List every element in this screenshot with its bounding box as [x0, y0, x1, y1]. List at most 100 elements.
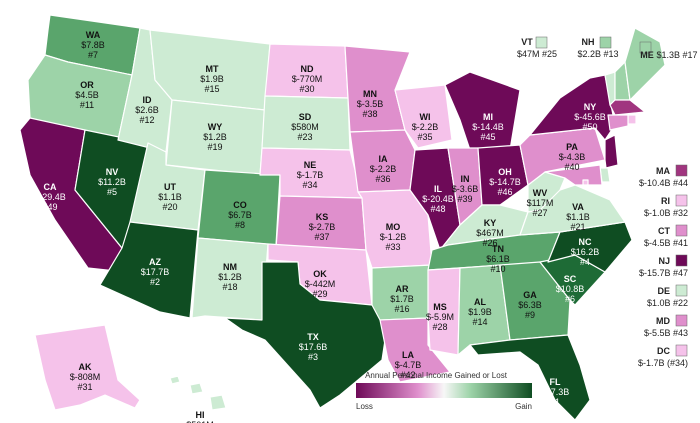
state-value-CA: $-29.4B: [34, 192, 66, 202]
state-value-SD: $580M: [291, 122, 319, 132]
state-abbr-IN: IN: [461, 174, 470, 184]
state-rank-VA: #21: [570, 222, 585, 232]
state-rank-WV: #27: [532, 208, 547, 218]
state-abbr-NM: NM: [223, 262, 237, 272]
state-GA[interactable]: [499, 261, 571, 341]
box-value-RI: $-1.0B #32: [644, 208, 688, 218]
box-abbr-MA: MA: [656, 166, 670, 176]
state-value-NC: $16.2B: [571, 247, 600, 257]
state-value-IL: $-20.4B: [422, 194, 454, 204]
state-rank-WY: #19: [207, 142, 222, 152]
state-HI[interactable]: [169, 375, 227, 411]
state-abbr-AL: AL: [474, 297, 486, 307]
state-abbr-OR: OR: [80, 80, 94, 90]
box-value-DC: $-1.7B (#34): [638, 358, 688, 368]
state-value-NM: $1.2B: [218, 272, 242, 282]
state-MA[interactable]: [609, 99, 646, 116]
state-value-WA: $7.8B: [81, 40, 105, 50]
state-AK[interactable]: [34, 324, 141, 411]
state-abbr-KS: KS: [316, 212, 329, 222]
state-value-IN: $-3.6B: [452, 184, 479, 194]
state-abbr-UT: UT: [164, 182, 176, 192]
state-abbr-TN: TN: [492, 244, 504, 254]
state-rank-NM: #18: [222, 282, 237, 292]
state-DC[interactable]: [582, 179, 589, 186]
state-CT[interactable]: [607, 114, 629, 131]
state-value-KS: $-2.7B: [309, 222, 336, 232]
state-abbr-MI: MI: [483, 112, 493, 122]
state-VA[interactable]: [519, 184, 626, 236]
state-WI[interactable]: [394, 84, 453, 149]
state-abbr-CO: CO: [233, 200, 247, 210]
state-abbr-KY: KY: [484, 218, 497, 228]
state-FL[interactable]: [469, 334, 591, 421]
state-rank-KY: #26: [482, 238, 497, 248]
state-rank-CO: #8: [235, 220, 245, 230]
state-rank-UT: #20: [162, 202, 177, 212]
state-abbr-CA: CA: [44, 182, 57, 192]
state-value-OH: $-14.7B: [489, 177, 521, 187]
state-rank-MO: #33: [385, 242, 400, 252]
state-value-WV: $117M: [527, 198, 554, 208]
state-TX[interactable]: [224, 261, 389, 409]
state-abbr-OK: OK: [313, 269, 327, 279]
box-swatch-MA: [675, 164, 688, 177]
state-value-WI: $-2.2B: [412, 122, 439, 132]
box-swatch-CT: [675, 224, 688, 237]
state-rank-NV: #5: [107, 187, 117, 197]
state-rank-IN: #39: [457, 194, 472, 204]
state-rank-ND: #30: [299, 84, 314, 94]
state-abbr-WA: WA: [86, 30, 101, 40]
box-abbr-CT: CT: [658, 226, 670, 236]
state-abbr-IA: IA: [379, 154, 389, 164]
box-abbr-NH: NH: [582, 37, 595, 47]
state-value-TX: $17.6B: [299, 342, 328, 352]
state-MS[interactable]: [427, 267, 461, 356]
legend-high-label: Gain: [515, 402, 532, 411]
small-state-boxes: VT $47M #25 NH $2.2B #13 ME $1.3B #17 MA $-10.4…: [517, 36, 698, 368]
state-abbr-WI: WI: [420, 112, 431, 122]
state-rank-NY: #50: [582, 122, 597, 132]
state-value-ND: $-770M: [292, 74, 323, 84]
state-rank-FL: #1: [550, 397, 560, 407]
state-value-AR: $1.7B: [390, 294, 414, 304]
state-value-MN: $-3.5B: [357, 99, 384, 109]
state-abbr-VA: VA: [572, 202, 584, 212]
state-value-NE: $-1.7B: [297, 170, 324, 180]
state-abbr-GA: GA: [523, 290, 537, 300]
state-abbr-TX: TX: [307, 332, 319, 342]
box-swatch-VT: [535, 36, 548, 49]
state-OH[interactable]: [477, 144, 529, 206]
box-swatch-DC: [675, 344, 688, 357]
state-NY[interactable]: [529, 74, 616, 141]
box-abbr-DE: DE: [657, 286, 670, 296]
box-swatch-MD: [675, 314, 688, 327]
box-swatch-DE: [675, 284, 688, 297]
state-rank-AK: #31: [77, 382, 92, 392]
state-rank-AZ: #2: [150, 277, 160, 287]
state-ME[interactable]: [624, 27, 666, 101]
state-value-UT: $1.1B: [158, 192, 182, 202]
state-abbr-AK: AK: [79, 362, 92, 372]
state-value-OK: $-442M: [305, 279, 336, 289]
box-value-MD: $-5.5B #43: [644, 328, 688, 338]
state-abbr-MO: MO: [386, 222, 401, 232]
state-AZ[interactable]: [99, 221, 199, 319]
state-abbr-SC: SC: [564, 274, 577, 284]
state-value-KY: $467M: [476, 228, 504, 238]
state-RI[interactable]: [627, 114, 637, 125]
box-value-VT: $47M #25: [517, 49, 557, 59]
box-abbr-ME: ME: [640, 50, 654, 60]
state-abbr-WV: WV: [533, 188, 548, 198]
state-abbr-NC: NC: [579, 237, 592, 247]
box-abbr-DC: DC: [657, 346, 670, 356]
state-rank-SC: #6: [565, 294, 575, 304]
state-value-HI: $501M: [186, 420, 214, 423]
state-rank-TX: #3: [308, 352, 318, 362]
state-NJ[interactable]: [604, 134, 619, 169]
state-rank-OH: #46: [497, 187, 512, 197]
state-value-GA: $6.3B: [518, 300, 542, 310]
state-rank-GA: #9: [525, 310, 535, 320]
box-abbr-MD: MD: [656, 316, 670, 326]
box-abbr-VT: VT: [521, 37, 533, 47]
